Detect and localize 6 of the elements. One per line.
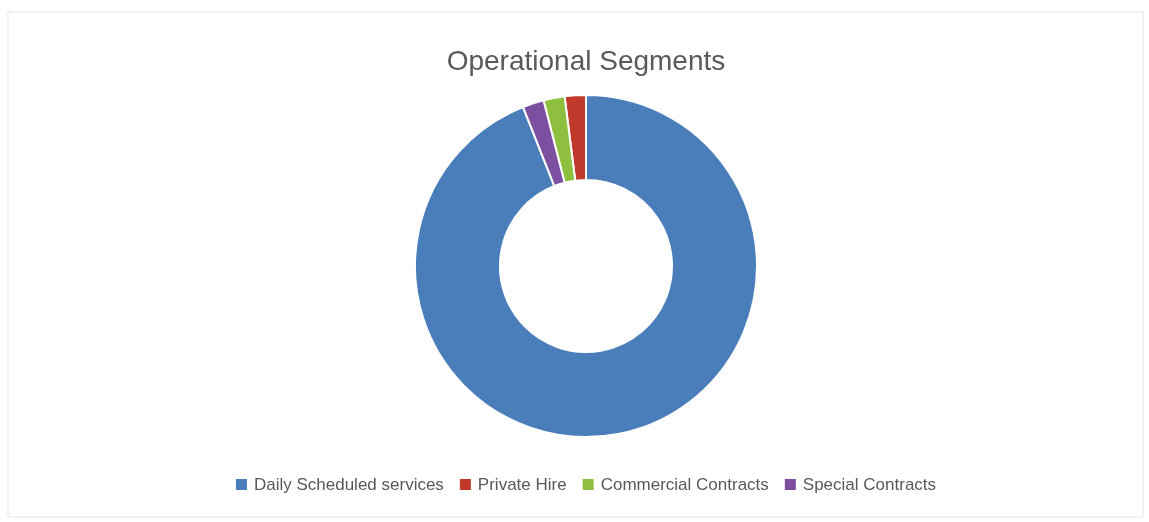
legend-label: Daily Scheduled services xyxy=(253,475,444,494)
legend-label: Special Contracts xyxy=(802,475,937,494)
legend-label: Commercial Contracts xyxy=(600,475,769,494)
legend-label: Private Hire xyxy=(477,475,567,494)
chart-title: Operational Segments xyxy=(446,45,726,76)
donut-slice xyxy=(414,94,758,438)
